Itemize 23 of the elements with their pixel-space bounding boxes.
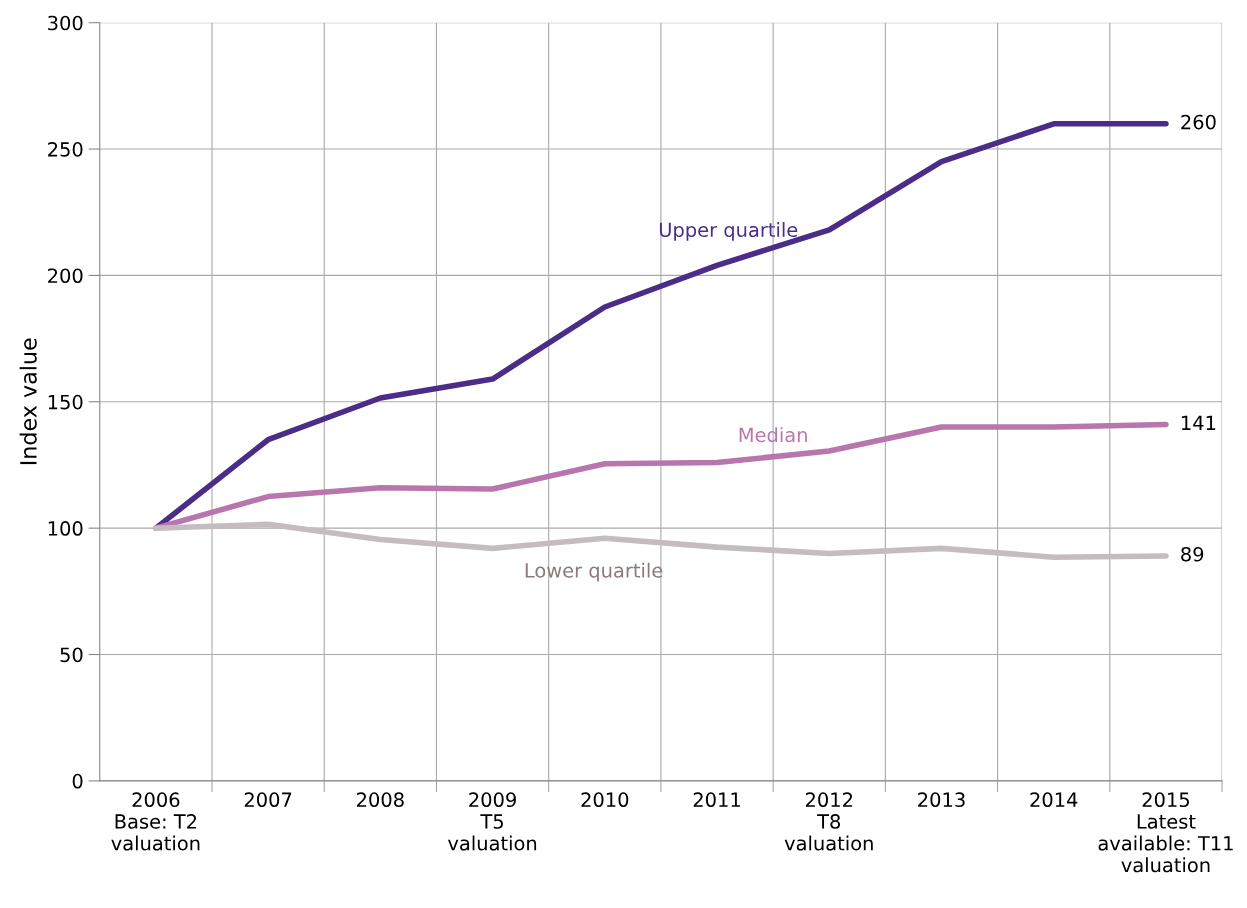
data-label: 260 [1181,114,1216,130]
y-tick-label: 150 [48,394,83,410]
y-tick-label: 50 [60,647,83,663]
x-tick-label: 2010 [581,792,629,808]
y-tick-label: 250 [48,142,83,157]
y-tick-label: 200 [48,268,83,284]
series-label: Upper quartile [659,222,798,241]
y-tick-label: 0 [72,773,83,789]
y-tick-label: 100 [48,521,83,536]
x-tick-label: 2014 [1030,792,1078,808]
y-axis-title: Index value [19,338,37,465]
x-tick-label: 2013 [918,792,965,808]
x-tick-label: 2012 T8 valuation [784,792,873,851]
x-tick-label: 2008 [357,792,404,808]
series-label: Median [739,427,807,443]
y-tick-label: 300 [48,15,83,31]
x-tick-label: 2009 T5 valuation [447,792,537,851]
data-label: 141 [1181,415,1216,430]
x-tick-label: 2011 [693,792,740,808]
x-tick-label: 2007 [244,792,292,808]
data-label: 89 [1181,546,1204,562]
x-tick-label: 2006 Base: T2 valuation [111,792,200,851]
x-tick-label: 2015 Latest available: T11 valuation [1098,792,1233,873]
